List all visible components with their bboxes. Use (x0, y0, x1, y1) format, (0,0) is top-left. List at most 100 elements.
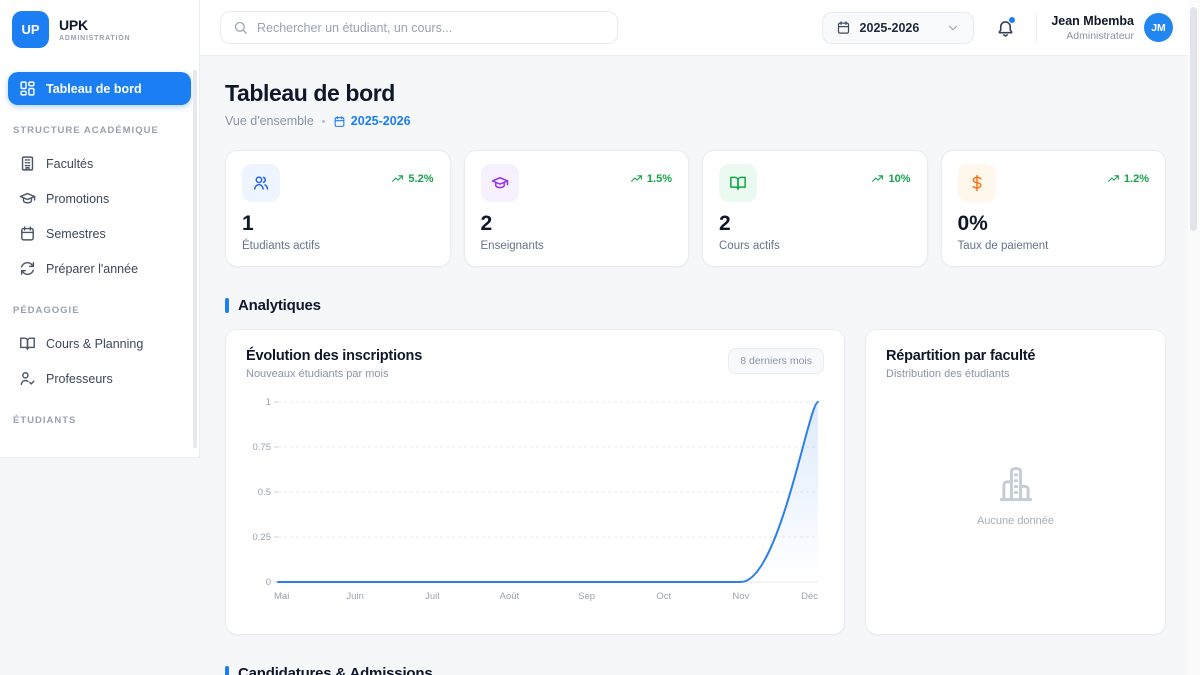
window-scrollbar-thumb[interactable] (1190, 7, 1197, 231)
avatar[interactable]: JM (1144, 13, 1173, 42)
book-open-icon (19, 335, 36, 352)
app-logo[interactable]: UP UPK ADMINISTRATION (0, 0, 199, 58)
trending-up-icon (1107, 172, 1120, 185)
sidebar-item-label: Cours & Planning (46, 336, 144, 351)
main-content: Tableau de bord Vue d'ensemble 2025-2026… (200, 56, 1188, 675)
user-check-icon (19, 370, 36, 387)
sidebar-item-semestres[interactable]: Semestres (8, 217, 191, 250)
building-office-icon (994, 462, 1038, 506)
section-analytics: Analytiques (225, 297, 1166, 314)
chart-card-title: Évolution des inscriptions (246, 348, 423, 364)
topbar-divider (1036, 13, 1038, 42)
trending-up-icon (630, 172, 643, 185)
sidebar-item-label: Préparer l'année (46, 261, 139, 276)
stat-trend: 1.2% (1107, 172, 1149, 185)
dollar-icon (957, 164, 996, 202)
user-name: Jean Mbemba (1051, 13, 1134, 28)
stat-card-taux-paiement: 1.2% 0% Taux de paiement (940, 150, 1166, 267)
breadcrumb-year-link[interactable]: 2025-2026 (333, 114, 411, 128)
svg-text:0.75: 0.75 (253, 442, 272, 453)
breadcrumb-separator (321, 119, 325, 123)
refresh-icon (19, 260, 36, 277)
faculty-card-title: Répartition par faculté (886, 348, 1036, 364)
sidebar-item-professeurs[interactable]: Professeurs (8, 362, 191, 395)
sidebar-item-label: Facultés (46, 156, 94, 171)
svg-text:Mai: Mai (274, 591, 289, 602)
page-title: Tableau de bord (225, 80, 395, 106)
stat-label: Enseignants (480, 240, 544, 252)
faculty-card-subtitle: Distribution des étudiants (886, 368, 1010, 380)
sidebar-item-facultes[interactable]: Facultés (8, 147, 191, 180)
stat-label: Cours actifs (719, 240, 780, 252)
stat-card-etudiants-actifs: 5.2% 1 Étudiants actifs (225, 150, 451, 267)
sidebar-item-cours-planning[interactable]: Cours & Planning (8, 327, 191, 360)
section-accent-bar (225, 298, 229, 313)
svg-text:0.5: 0.5 (258, 487, 271, 498)
stat-trend: 1.5% (630, 172, 672, 185)
section-accent-bar (225, 666, 229, 675)
sidebar-item-promotions[interactable]: Promotions (8, 182, 191, 215)
stat-value: 2 (480, 212, 493, 235)
calendar-icon (333, 115, 346, 128)
svg-text:Juin: Juin (346, 591, 363, 602)
trending-up-icon (391, 172, 404, 185)
users-icon (242, 164, 280, 202)
stat-trend: 10% (871, 172, 911, 185)
svg-text:Déc: Déc (801, 591, 818, 602)
user-menu[interactable]: Jean Mbemba Administrateur JM (1051, 13, 1173, 42)
svg-text:Oct: Oct (656, 591, 671, 602)
app-subtitle: ADMINISTRATION (59, 35, 131, 42)
svg-text:1: 1 (266, 397, 271, 408)
section-analytics-title: Analytiques (238, 297, 321, 314)
faculty-distribution-card: Répartition par faculté Distribution des… (865, 329, 1166, 635)
graduation-cap-icon (19, 190, 36, 207)
section-admissions: Candidatures & Admissions (225, 665, 1166, 675)
chart-card-subtitle: Nouveaux étudiants par mois (246, 368, 389, 380)
sidebar-item-label: Professeurs (46, 371, 113, 386)
inscriptions-chart: 0 0.25 0.5 0.75 1 Mai Juin Juil Août Sep Oct Nov Déc (253, 397, 819, 602)
search-input[interactable] (257, 20, 605, 35)
svg-text:Août: Août (500, 591, 520, 602)
app-logo-icon: UP (12, 11, 49, 48)
topbar: 2025-2026 Jean Mbemba Administrateur JM (200, 0, 1200, 56)
sidebar-item-tableau-de-bord[interactable]: Tableau de bord (8, 72, 191, 105)
empty-state: Aucune donnée (886, 372, 1145, 616)
building-icon (19, 155, 36, 172)
svg-text:Juil: Juil (425, 591, 439, 602)
empty-state-text: Aucune donnée (976, 514, 1055, 527)
search-box (220, 11, 618, 44)
notification-dot (1008, 15, 1017, 24)
chevron-down-icon (946, 21, 960, 35)
sidebar-section-label: ÉTUDIANTS (13, 415, 77, 426)
trending-up-icon (871, 172, 884, 185)
stat-card-enseignants: 1.5% 2 Enseignants (463, 150, 689, 267)
stat-value: 1 (242, 212, 254, 235)
calendar-icon (19, 225, 36, 242)
section-admissions-title: Candidatures & Admissions (238, 665, 433, 675)
stat-label: Étudiants actifs (242, 240, 320, 252)
enrollment-chart-card: Évolution des inscriptions Nouveaux étud… (225, 329, 845, 635)
stat-value: 2 (719, 212, 731, 235)
year-selector[interactable]: 2025-2026 (821, 11, 975, 44)
dashboard-icon (19, 80, 36, 97)
stat-value: 0% (957, 212, 988, 235)
search-icon (233, 20, 248, 35)
stats-row: 5.2% 1 Étudiants actifs 1.5% 2 Enseignants 10%… (225, 150, 1166, 267)
user-role: Administrateur (1066, 29, 1134, 42)
svg-text:Sep: Sep (578, 591, 595, 602)
sidebar-item-preparer-annee[interactable]: Préparer l'année (8, 252, 191, 285)
window-scrollbar[interactable] (1188, 0, 1200, 675)
svg-text:Nov: Nov (732, 591, 749, 602)
svg-text:0: 0 (266, 577, 271, 588)
sidebar-section-label: PÉDAGOGIE (13, 305, 80, 316)
app-name: UPK (59, 17, 88, 33)
year-selector-value: 2025-2026 (859, 20, 920, 35)
stat-card-cours-actifs: 10% 2 Cours actifs (702, 150, 928, 267)
stat-trend: 5.2% (391, 172, 434, 185)
notifications-button[interactable] (988, 11, 1022, 45)
svg-text:0.25: 0.25 (253, 532, 272, 543)
sidebar-scrollbar[interactable] (193, 70, 197, 448)
graduation-cap-icon (480, 164, 519, 202)
sidebar-item-label: Tableau de bord (46, 81, 142, 96)
chart-range-chip: 8 derniers mois (728, 348, 824, 374)
